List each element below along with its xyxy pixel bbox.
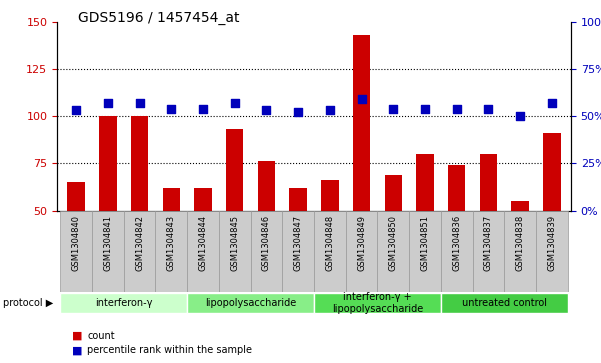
Text: count: count <box>87 331 115 341</box>
Bar <box>536 211 568 292</box>
Bar <box>187 211 219 292</box>
Bar <box>124 211 156 292</box>
Point <box>357 96 367 102</box>
Point <box>388 106 398 111</box>
Text: GSM1304843: GSM1304843 <box>167 215 175 271</box>
Bar <box>543 133 561 211</box>
Point <box>420 106 430 111</box>
Bar <box>187 293 314 313</box>
Bar <box>448 165 466 211</box>
Bar <box>258 162 275 211</box>
Text: lipopolysaccharide: lipopolysaccharide <box>205 298 296 308</box>
Bar <box>480 154 497 211</box>
Bar <box>251 211 282 292</box>
Text: GSM1304851: GSM1304851 <box>421 215 430 271</box>
Text: GSM1304844: GSM1304844 <box>198 215 207 271</box>
Bar <box>60 293 187 313</box>
Point <box>230 100 240 106</box>
Bar <box>60 211 92 292</box>
Text: GSM1304841: GSM1304841 <box>103 215 112 271</box>
Bar <box>92 211 124 292</box>
Bar <box>99 116 117 211</box>
Bar <box>511 201 529 211</box>
Bar <box>346 211 377 292</box>
Point <box>72 107 81 113</box>
Bar <box>441 211 472 292</box>
Text: GSM1304846: GSM1304846 <box>262 215 271 271</box>
Text: interferon-γ: interferon-γ <box>95 298 153 308</box>
Text: GSM1304850: GSM1304850 <box>389 215 398 271</box>
Bar <box>377 211 409 292</box>
Bar <box>441 293 568 313</box>
Text: GSM1304840: GSM1304840 <box>72 215 81 271</box>
Point <box>166 106 176 111</box>
Bar <box>67 182 85 211</box>
Text: GSM1304847: GSM1304847 <box>294 215 303 271</box>
Bar <box>314 211 346 292</box>
Text: GSM1304848: GSM1304848 <box>325 215 334 271</box>
Point <box>325 107 335 113</box>
Text: interferon-γ +
lipopolysaccharide: interferon-γ + lipopolysaccharide <box>332 292 423 314</box>
Text: GSM1304836: GSM1304836 <box>453 215 461 271</box>
Bar <box>321 180 338 211</box>
Point <box>516 113 525 119</box>
Text: ■: ■ <box>72 331 82 341</box>
Bar <box>226 129 243 211</box>
Bar <box>314 293 441 313</box>
Text: GSM1304845: GSM1304845 <box>230 215 239 271</box>
Bar <box>131 116 148 211</box>
Bar <box>385 175 402 211</box>
Bar <box>156 211 187 292</box>
Text: percentile rank within the sample: percentile rank within the sample <box>87 345 252 355</box>
Point <box>452 106 462 111</box>
Point <box>293 110 303 115</box>
Point <box>103 100 112 106</box>
Bar <box>219 211 251 292</box>
Bar <box>353 35 370 211</box>
Bar <box>504 211 536 292</box>
Text: GSM1304837: GSM1304837 <box>484 215 493 271</box>
Bar <box>290 188 307 211</box>
Text: protocol ▶: protocol ▶ <box>3 298 53 308</box>
Bar <box>282 211 314 292</box>
Text: GSM1304839: GSM1304839 <box>548 215 557 271</box>
Text: GSM1304842: GSM1304842 <box>135 215 144 271</box>
Text: GDS5196 / 1457454_at: GDS5196 / 1457454_at <box>78 11 240 25</box>
Bar <box>194 188 212 211</box>
Point <box>198 106 208 111</box>
Text: GSM1304849: GSM1304849 <box>357 215 366 271</box>
Text: ■: ■ <box>72 345 82 355</box>
Bar <box>472 211 504 292</box>
Point <box>484 106 493 111</box>
Bar <box>416 154 434 211</box>
Point <box>261 107 271 113</box>
Bar <box>409 211 441 292</box>
Text: GSM1304838: GSM1304838 <box>516 215 525 271</box>
Bar <box>162 188 180 211</box>
Point <box>547 100 557 106</box>
Point <box>135 100 144 106</box>
Text: untreated control: untreated control <box>462 298 547 308</box>
